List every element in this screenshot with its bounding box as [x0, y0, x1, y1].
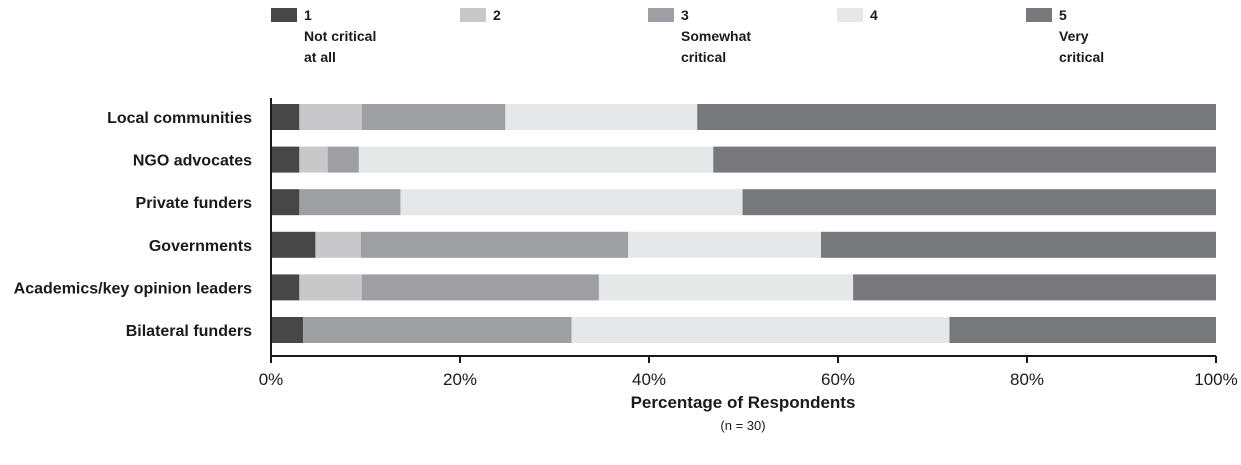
category-labels: Local communities NGO advocates Private fu…	[14, 110, 252, 340]
x-tick-label: 20%	[443, 370, 477, 389]
bar-segment	[358, 146, 714, 173]
legend-label: 5	[1059, 7, 1067, 23]
bar-segment	[697, 104, 1216, 130]
bar-segment	[299, 146, 328, 173]
bar-segment	[598, 274, 854, 301]
category-label: Academics/key opinion leaders	[14, 280, 252, 297]
legend-sublabel: at all	[304, 49, 336, 65]
bar-segment	[742, 189, 1216, 216]
x-tick-label: 0%	[259, 370, 284, 389]
legend: 1 Not critical at all 2 3 Somewhat critical 4 5 V…	[271, 7, 1104, 65]
bar-segment	[820, 231, 1216, 258]
legend-label: 3	[681, 7, 689, 23]
bar-segment	[271, 274, 300, 301]
legend-sublabel: Not critical	[304, 28, 376, 44]
bar-segment	[299, 104, 362, 130]
bar-segment	[271, 231, 316, 258]
x-tick-label: 60%	[821, 370, 855, 389]
bar-segment	[271, 104, 300, 130]
bar-segment	[400, 189, 743, 216]
legend-label: 4	[870, 7, 878, 23]
bar-segment	[853, 274, 1216, 301]
legend-label: 2	[493, 7, 501, 23]
plot-area	[271, 104, 1216, 343]
sample-size-note: (n = 30)	[720, 418, 765, 433]
x-tick-label: 80%	[1010, 370, 1044, 389]
legend-swatch	[271, 8, 297, 22]
legend-sublabel: Very	[1059, 28, 1089, 44]
bar-segment	[360, 231, 629, 258]
bar-segment	[271, 317, 304, 343]
legend-sublabel: critical	[681, 49, 726, 65]
legend-swatch	[837, 8, 863, 22]
bar-segment	[327, 146, 359, 173]
bar-segment	[299, 189, 401, 216]
bar-segment	[303, 317, 572, 343]
legend-sublabel: Somewhat	[681, 28, 751, 44]
category-label: Private funders	[136, 195, 253, 212]
bar-segment	[505, 104, 698, 130]
category-label: Governments	[149, 238, 252, 255]
category-label: Local communities	[107, 110, 252, 127]
x-axis-title: Percentage of Respondents	[631, 393, 856, 412]
category-label: Bilateral funders	[126, 323, 252, 340]
bar-segment	[271, 146, 300, 173]
bar-segment	[299, 274, 362, 301]
legend-swatch	[648, 8, 674, 22]
bar-segment	[315, 231, 361, 258]
legend-label: 1	[304, 7, 312, 23]
bar-segment	[713, 146, 1216, 173]
bar-segment	[361, 104, 506, 130]
category-label: NGO advocates	[133, 153, 252, 170]
x-axis-ticks: 0% 20% 40% 60% 80% 100%	[259, 356, 1238, 389]
bar-segment	[571, 317, 950, 343]
legend-sublabel: critical	[1059, 49, 1104, 65]
bar-segment	[361, 274, 599, 301]
legend-swatch	[460, 8, 486, 22]
x-tick-label: 100%	[1194, 370, 1237, 389]
bar-segment	[949, 317, 1216, 343]
bar-segment	[628, 231, 821, 258]
bar-segment	[271, 189, 300, 216]
x-tick-label: 40%	[632, 370, 666, 389]
legend-swatch	[1026, 8, 1052, 22]
